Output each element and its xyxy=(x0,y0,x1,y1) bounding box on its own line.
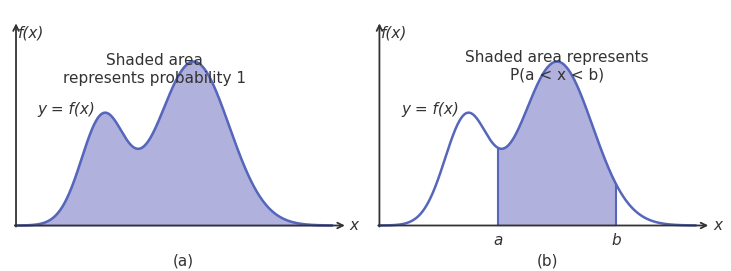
Text: (a): (a) xyxy=(173,254,194,269)
Text: a: a xyxy=(493,233,502,248)
Polygon shape xyxy=(498,62,616,225)
Text: x: x xyxy=(349,218,359,233)
Text: Shaded area represents
P(a < x < b): Shaded area represents P(a < x < b) xyxy=(465,50,649,82)
Text: (b): (b) xyxy=(537,254,558,269)
Text: x: x xyxy=(713,218,722,233)
Text: f(x): f(x) xyxy=(18,25,45,40)
Text: Shaded area
represents probability 1: Shaded area represents probability 1 xyxy=(63,53,246,86)
Text: y = f(x): y = f(x) xyxy=(38,102,96,117)
Text: y = f(x): y = f(x) xyxy=(401,102,459,117)
Text: f(x): f(x) xyxy=(382,25,408,40)
Text: b: b xyxy=(612,233,621,248)
